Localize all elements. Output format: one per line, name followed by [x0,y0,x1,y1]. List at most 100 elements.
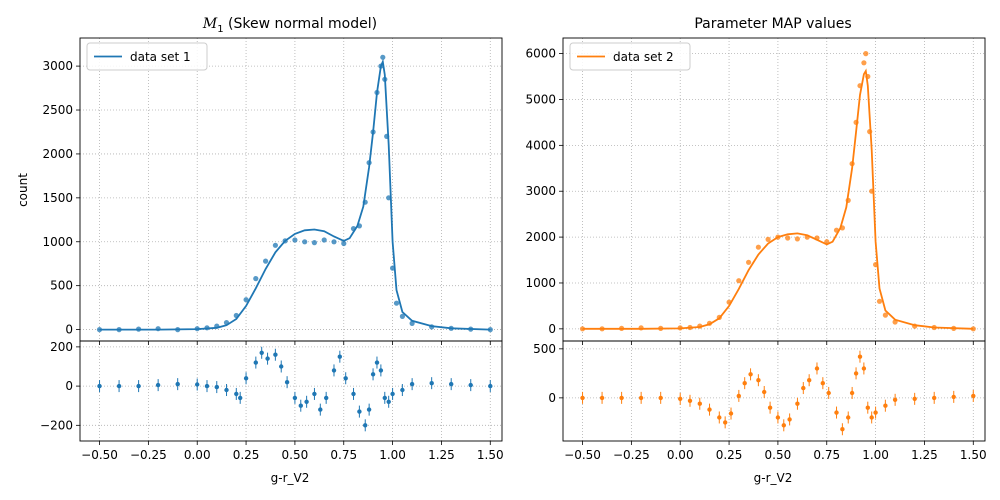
right-main-point-12 [746,259,752,265]
right-residual-ytick-label-0: 0 [548,391,556,405]
legend-left-label: data set 1 [130,50,191,64]
left-residual-point-13 [259,350,264,355]
axes-layer: 0 500 1000 1500 2000 2500 3000 −200 0 200 −0.50 −0.… [40,37,987,462]
right-main-point-10 [726,299,732,305]
right-residual-point-4 [658,395,663,401]
right-main-point-20 [824,239,830,245]
right-main-point-9 [716,314,722,320]
right-residual-point-33 [861,366,867,371]
left-main-point-20 [341,240,347,247]
left-residual-point-41 [468,382,473,388]
legend-left-box [86,42,208,71]
right-main-point-27 [861,60,867,66]
right-main-point-24 [849,161,855,167]
right-residual-xtick-label-7: 1.25 [911,448,938,462]
left-residual-point-19 [298,403,303,408]
right-main-point-34 [882,312,889,318]
left-residual-point-17 [284,380,290,385]
right-main-point-35 [892,319,898,325]
right-main-point-33 [876,298,883,304]
right-main-point-7 [697,323,703,329]
right-residual-point-29 [846,415,851,420]
left-ylabel: count [16,173,30,207]
left-main-ytick-label-4: 2000 [42,147,73,161]
right-main-point-13 [755,244,762,250]
right-main-point-3 [638,325,644,331]
right-residual-point-42 [971,393,976,399]
left-main-point-36 [429,324,435,330]
right-main-ytick-label-6: 6000 [525,47,556,61]
left-main-point-34 [399,313,405,319]
left-xlabel: g-r_V2 [271,471,310,485]
left-residual-xtick-label-1: −0.25 [130,448,167,462]
left-residual-point-16 [279,364,284,369]
right-residual-point-18 [775,415,781,420]
right-main-point-5 [677,325,683,331]
left-residual-point-6 [204,383,210,389]
right-residual-point-37 [883,403,888,408]
left-main-point-28 [380,54,386,60]
left-main-frame [79,37,503,342]
left-residual-ytick-label-0: −200 [40,418,73,432]
left-main-point-31 [386,195,392,201]
left-main-point-38 [468,326,474,332]
left-residual-point-40 [449,381,454,387]
right-main-point-21 [833,227,840,233]
right-residual-point-25 [820,381,825,386]
right-residual-ytick-label-1: 500 [533,342,556,356]
right-main-point-16 [785,235,791,241]
left-residual-point-3 [155,382,161,388]
left-residual-point-18 [292,395,298,401]
right-main-ytick-label-1: 1000 [525,276,556,290]
left-residual-point-22 [318,407,323,412]
right-residual-point-9 [717,415,722,420]
left-residual-point-39 [429,381,434,386]
left-main-point-24 [366,160,372,166]
right-main-point-1 [599,326,605,332]
right-residual-point-5 [678,396,683,401]
legend-right-label: data set 2 [613,50,674,64]
left-main-point-0 [96,327,103,333]
left-title-text: (Skew normal model) [224,16,377,32]
right-residual-point-30 [849,390,855,396]
left-residual-point-2 [136,383,141,389]
legend-right: data set 2 [569,42,691,71]
right-residual-point-27 [834,410,839,415]
left-residual-point-37 [400,387,405,393]
left-main-point-37 [448,325,454,331]
left-main-point-3 [155,326,161,332]
right-residual-point-34 [865,405,870,410]
left-title-math: M [202,16,218,32]
left-main-ytick-label-2: 1000 [42,235,73,249]
left-residual-point-38 [409,381,415,387]
left-main-point-8 [223,320,230,326]
left-residual-point-10 [238,395,243,401]
left-main-point-19 [331,239,337,245]
legend-right-box [569,42,691,71]
left-residual-point-25 [337,354,342,359]
left-residual-point-0 [97,383,102,389]
right-residual-point-39 [912,396,917,401]
right-main-frame [562,37,986,342]
right-main-point-6 [687,324,693,331]
right-main-point-0 [579,326,586,332]
right-residual-point-38 [892,397,898,402]
left-residual-xtick-label-7: 1.25 [428,448,455,462]
left-residual-xtick-label-3: 0.25 [233,448,260,462]
right-main-point-23 [845,197,851,203]
right-residual-point-19 [781,423,786,428]
left-main-point-39 [487,327,493,333]
right-main-ytick-label-0: 0 [548,322,556,336]
left-residual-point-31 [370,372,376,377]
left-main-point-18 [321,237,327,243]
left-residual-ytick-label-2: 200 [50,340,73,354]
left-main-point-16 [302,239,308,245]
right-residual-point-8 [707,407,712,412]
left-main-point-7 [214,323,220,329]
left-residual-point-33 [378,368,384,373]
right-title: Parameter MAP values [694,16,851,32]
left-residual-point-20 [304,399,309,404]
right-main-ytick-label-2: 2000 [525,230,556,244]
left-main-point-35 [409,320,415,326]
